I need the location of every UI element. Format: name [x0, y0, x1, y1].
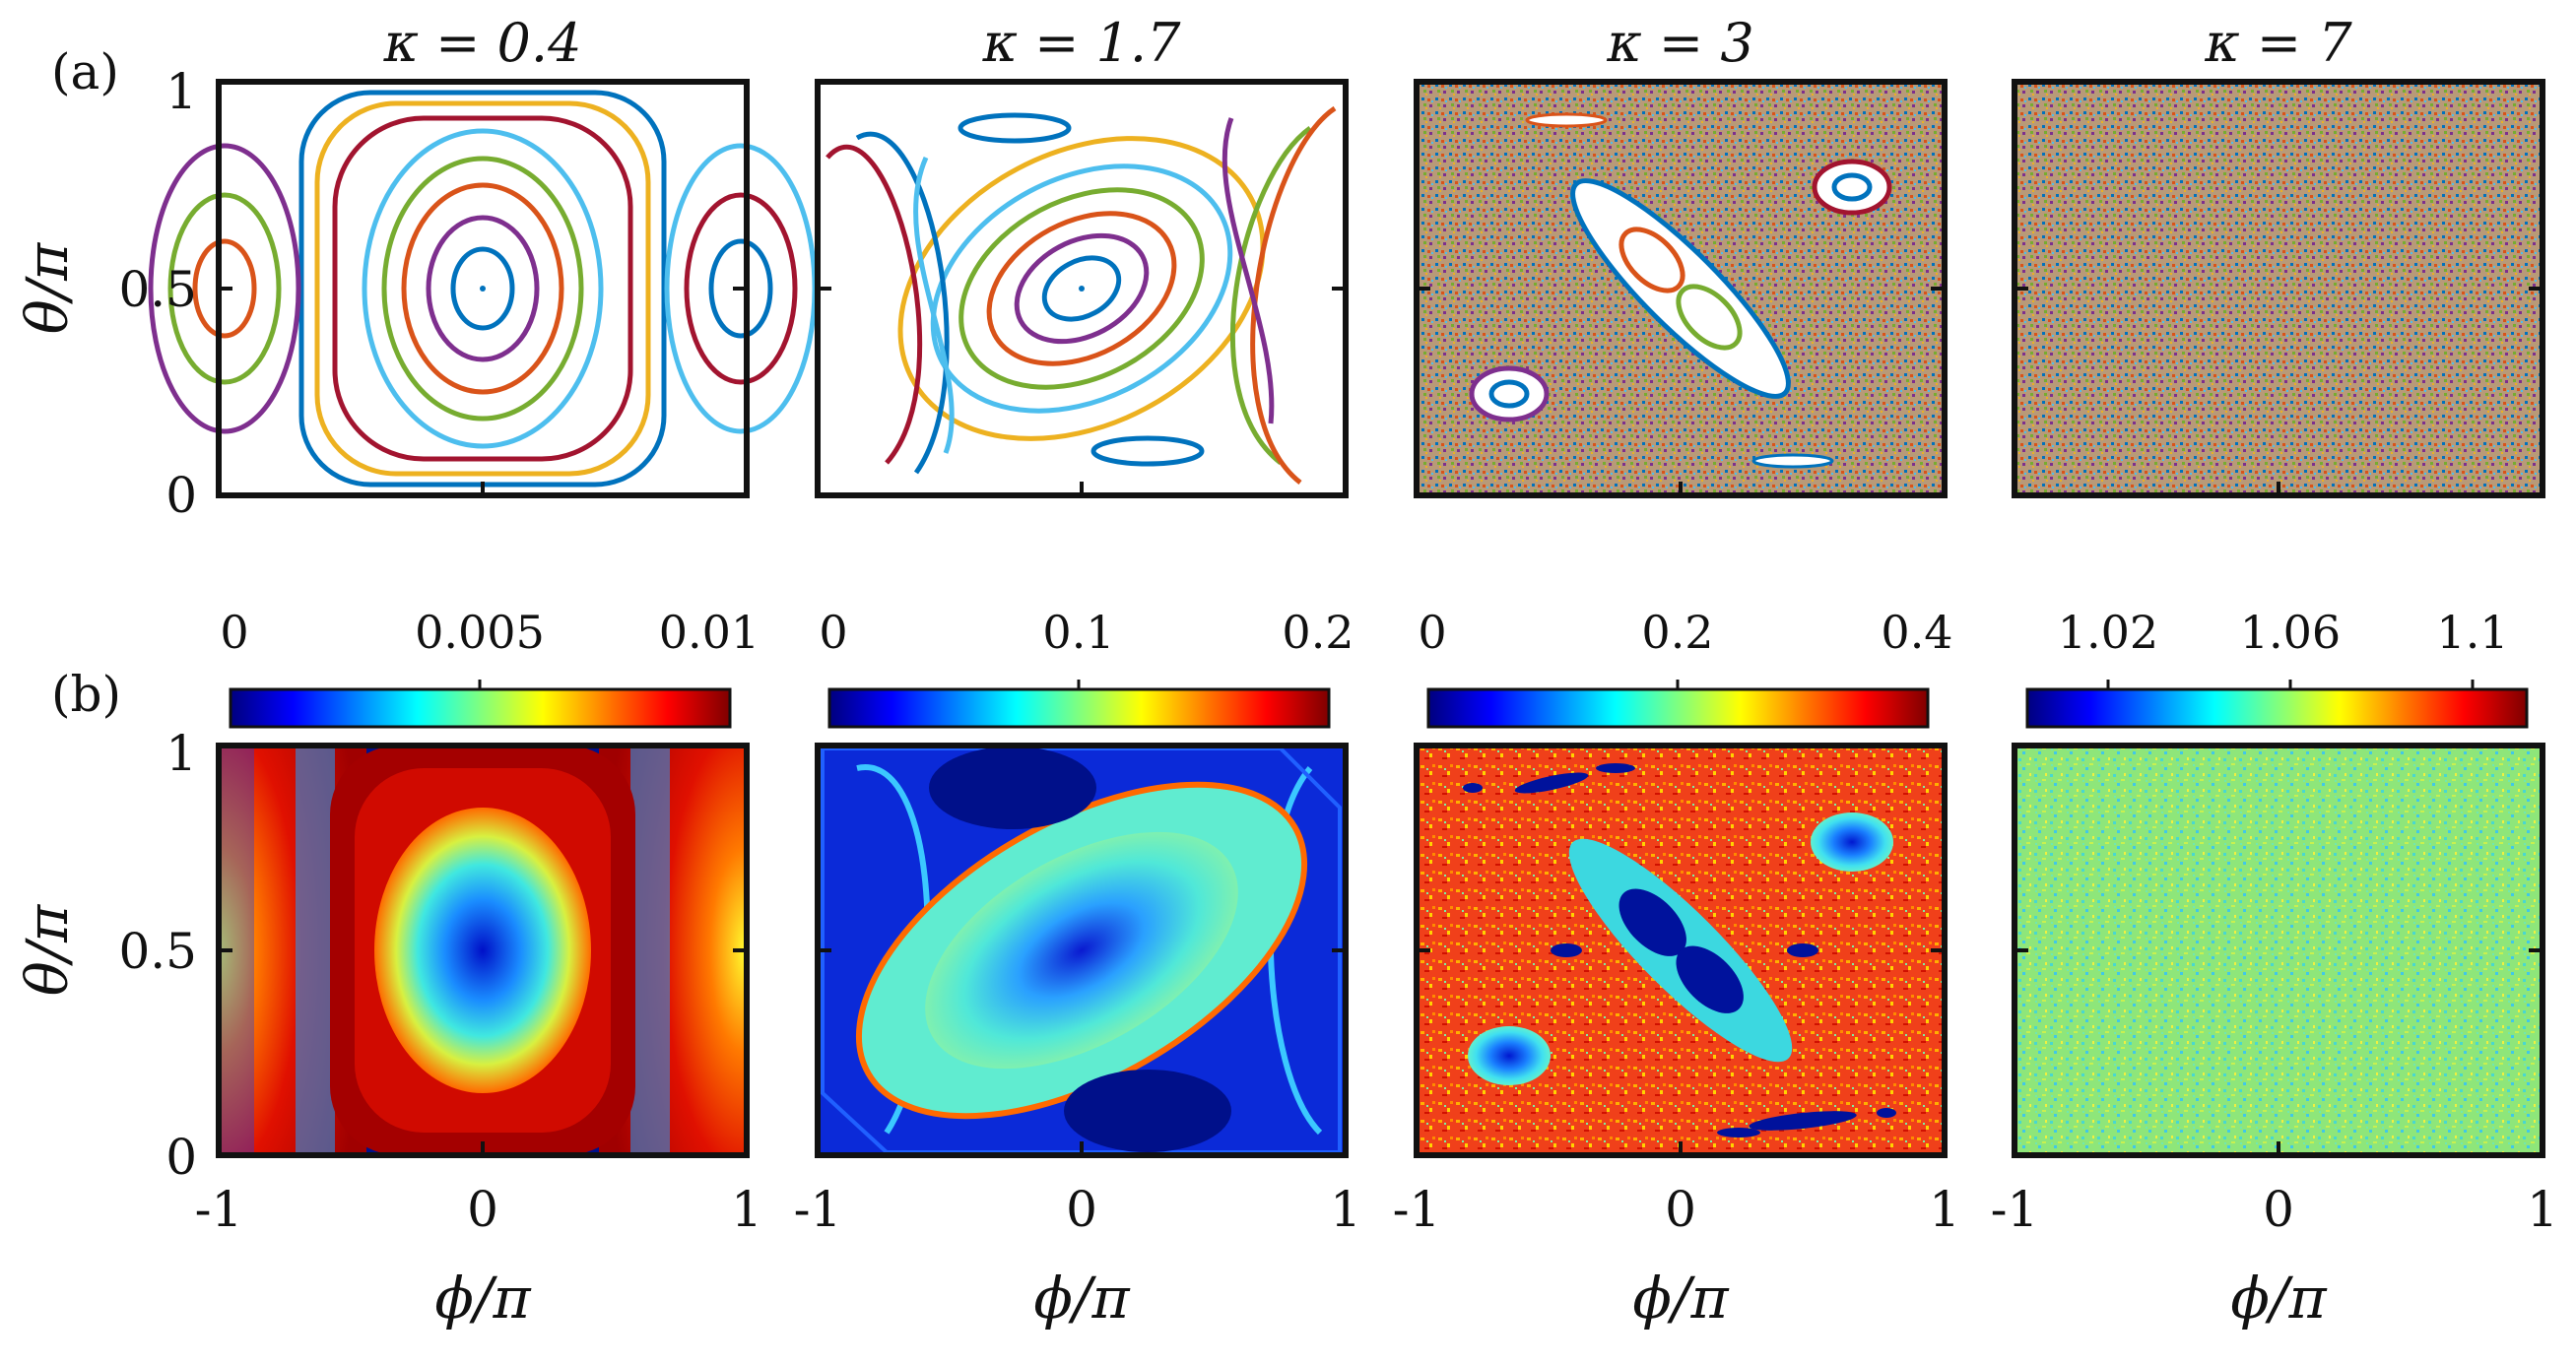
- column-title-3: κ = 7: [2204, 12, 2352, 74]
- row-a-panels: [148, 82, 2543, 495]
- cbar2-tick-0: 0: [1418, 606, 1446, 659]
- cbar3-tick-2: 1.1: [2436, 606, 2508, 659]
- heatmap-panel-0: [219, 746, 747, 1155]
- xtick-c3-0: 0: [2263, 1181, 2294, 1238]
- heatmap-panel-2: [1417, 746, 1945, 1155]
- row-b-panels: [219, 746, 2543, 1155]
- scatter-panel-2: [1417, 82, 1945, 495]
- xlabel-0: ϕ/π: [434, 1265, 531, 1332]
- xtick-c2-m1: -1: [1393, 1181, 1441, 1238]
- scatter-panel-1: [818, 82, 1346, 495]
- xtick-c3-m1: -1: [1991, 1181, 2039, 1238]
- axes-ticks: [219, 287, 2543, 1155]
- colorbar-1: [827, 687, 1331, 729]
- xtick-c1-0: 0: [1066, 1181, 1097, 1238]
- xlabel-3: ϕ/π: [2230, 1265, 2327, 1332]
- scatter-panel-3: [2015, 82, 2543, 495]
- column-title-0: κ = 0.4: [383, 12, 582, 74]
- cbar2-tick-2: 0.4: [1881, 606, 1952, 659]
- heatmap-panel-3: [2015, 746, 2543, 1155]
- xtick-c2-0: 0: [1665, 1181, 1696, 1238]
- xtick-c0-m1: -1: [195, 1181, 243, 1238]
- row-b-ytick-1: 1: [165, 725, 197, 782]
- cbar0-tick-0: 0: [220, 606, 248, 659]
- cbar3-tick-0: 1.02: [2058, 606, 2158, 659]
- panel-label-a: (a): [51, 43, 119, 100]
- colorbar-3: [2025, 687, 2529, 729]
- row-a-ytick-0: 0: [165, 467, 197, 524]
- cbar0-tick-2: 0.01: [659, 606, 760, 659]
- row-b-xticks: -1 0 1 -1 0 1 -1 0 1 -1 0 1: [195, 1181, 2558, 1238]
- xlabel-1: ϕ/π: [1033, 1265, 1130, 1332]
- panel-label-b: (b): [51, 666, 121, 723]
- row-a-ytick-05: 0.5: [118, 261, 197, 318]
- cbar1-tick-1: 0.1: [1042, 606, 1114, 659]
- row-a-ylabel: θ/π: [14, 242, 81, 334]
- xlabel-2: ϕ/π: [1632, 1265, 1729, 1332]
- heatmap-panel-1: [818, 746, 1346, 1155]
- row-a-ytick-1: 1: [165, 63, 197, 120]
- xtick-c2-1: 1: [1929, 1181, 1960, 1238]
- xtick-c0-1: 1: [731, 1181, 762, 1238]
- cbar3-tick-1: 1.06: [2240, 606, 2341, 659]
- colorbar-0: [229, 687, 732, 729]
- colorbars: 0 0.005 0.01 0 0.1 0.2 0 0.2 0.4 1.02 1.…: [220, 606, 2529, 729]
- column-title-1: κ = 1.7: [982, 12, 1182, 74]
- xtick-c1-1: 1: [1330, 1181, 1361, 1238]
- colorbar-2: [1426, 687, 1930, 729]
- scatter-panel-0: [148, 82, 818, 495]
- cbar1-tick-0: 0: [819, 606, 847, 659]
- row-b-ytick-0: 0: [165, 1129, 197, 1186]
- cbar1-tick-2: 0.2: [1282, 606, 1354, 659]
- row-b-ylabel: θ/π: [14, 904, 81, 996]
- column-title-2: κ = 3: [1606, 12, 1753, 74]
- xtick-c1-m1: -1: [794, 1181, 842, 1238]
- cbar2-tick-1: 0.2: [1641, 606, 1713, 659]
- cbar0-tick-1: 0.005: [415, 606, 545, 659]
- xtick-c3-1: 1: [2527, 1181, 2558, 1238]
- xtick-c0-0: 0: [467, 1181, 498, 1238]
- row-b-ytick-05: 0.5: [118, 923, 197, 980]
